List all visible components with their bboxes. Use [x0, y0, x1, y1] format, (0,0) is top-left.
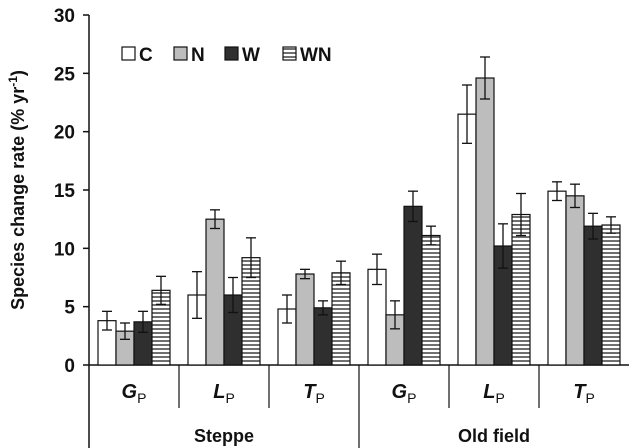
bar-wn	[421, 234, 441, 366]
bar-c	[457, 113, 477, 366]
bar-w	[313, 307, 333, 366]
bar-n	[475, 77, 495, 366]
x-category-label: GP	[122, 381, 147, 406]
y-tick-label: 25	[54, 64, 76, 85]
x-category-label: LP	[483, 381, 505, 406]
legend: C N W WN	[121, 45, 332, 66]
legend-swatch-n	[173, 46, 188, 61]
x-category-label: LP	[213, 381, 235, 406]
group-label: Old field	[458, 426, 530, 446]
x-group-labels: Steppe Old field	[194, 426, 530, 446]
y-ticks: 0 5 10 15 20 25 30	[54, 6, 89, 377]
legend-swatch-w	[224, 46, 239, 61]
legend-swatch-wn	[282, 46, 297, 61]
bar-w	[403, 205, 423, 366]
legend-swatch-c	[121, 46, 136, 61]
legend-label-w: W	[242, 45, 260, 66]
y-tick-label: 5	[64, 298, 75, 319]
y-tick-label: 30	[54, 6, 75, 27]
bar-w	[583, 225, 603, 366]
x-category-label: GP	[392, 381, 417, 406]
y-axis-title: Species change rate (% yr-1)	[6, 70, 28, 310]
bar-c	[547, 190, 567, 366]
x-category-labels: GP LP TP GP LP TP	[122, 365, 595, 448]
x-category-label: TP	[303, 381, 325, 406]
y-tick-label: 10	[54, 239, 75, 260]
bar-wn	[511, 213, 531, 366]
x-category-label: TP	[573, 381, 595, 406]
y-axis-title-superscript: -1	[6, 76, 20, 87]
y-axis-title-close: )	[8, 70, 28, 76]
bar-n	[295, 273, 315, 366]
y-tick-label: 15	[54, 181, 76, 202]
legend-label-c: C	[139, 45, 153, 66]
legend-label-n: N	[191, 45, 205, 66]
bar-n	[205, 218, 225, 366]
y-tick-label: 0	[64, 356, 75, 377]
y-tick-label: 20	[54, 123, 75, 144]
group-label: Steppe	[194, 426, 254, 446]
bar-n	[565, 195, 585, 366]
legend-label-wn: WN	[300, 45, 332, 66]
bar-wn	[331, 272, 351, 366]
bars	[97, 56, 621, 366]
bar-wn	[601, 224, 621, 366]
